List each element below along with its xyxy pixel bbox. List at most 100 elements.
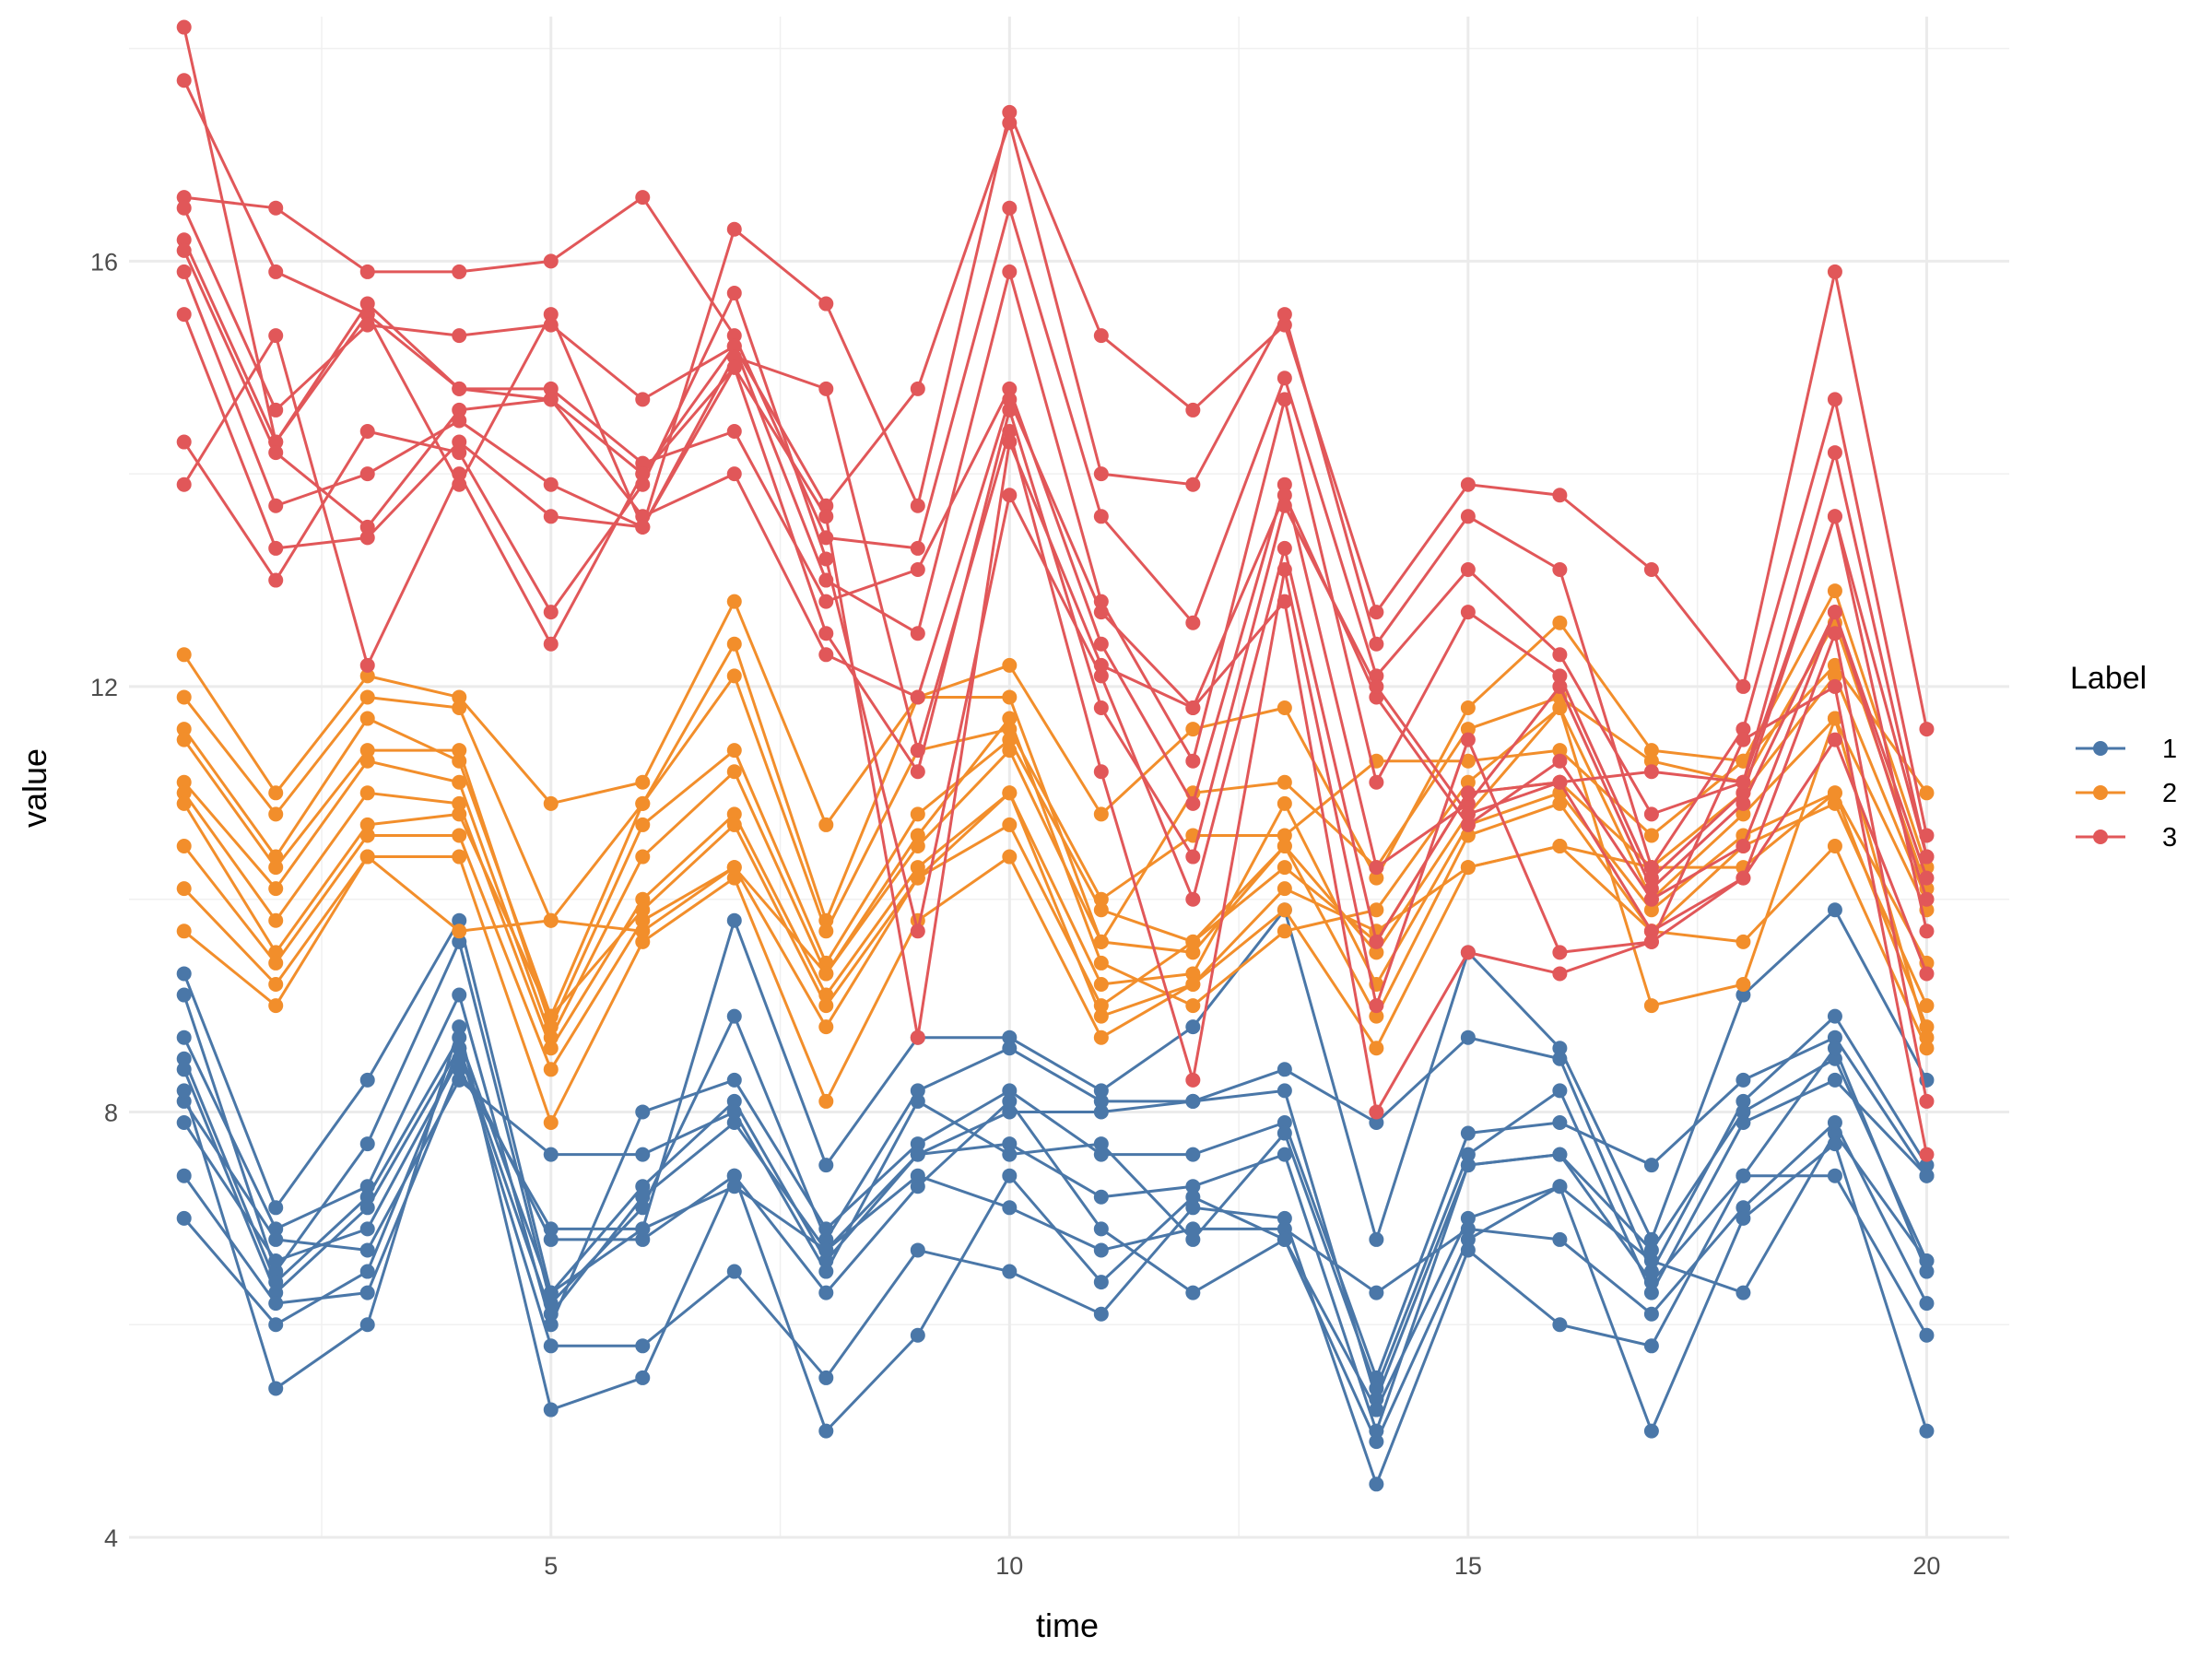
data-point <box>1552 647 1568 663</box>
data-point <box>176 732 192 747</box>
series-line <box>182 271 1928 975</box>
data-point <box>543 253 559 269</box>
data-point <box>1460 1147 1476 1162</box>
data-point <box>1002 689 1018 705</box>
data-point <box>1735 934 1751 949</box>
data-point <box>1369 870 1384 886</box>
data-point <box>543 1317 559 1333</box>
data-point <box>1919 998 1935 1014</box>
data-point <box>176 1030 192 1045</box>
data-point <box>1552 615 1568 630</box>
data-point <box>1827 711 1842 726</box>
data-point <box>1185 1179 1201 1194</box>
data-point <box>176 232 192 248</box>
data-point <box>818 924 834 939</box>
data-point <box>818 1158 834 1173</box>
data-point <box>1460 700 1476 715</box>
data-point <box>1827 678 1842 694</box>
data-point <box>1277 1231 1292 1247</box>
data-point <box>818 1370 834 1385</box>
data-point <box>635 934 651 949</box>
legend-item-2[interactable]: 2 <box>2076 779 2177 808</box>
legend[interactable]: Label 1 2 3 <box>2070 661 2177 853</box>
data-point <box>452 1041 467 1056</box>
data-point <box>176 647 192 663</box>
data-point <box>1827 583 1842 599</box>
series-line <box>182 621 1928 944</box>
data-point <box>1277 902 1292 918</box>
data-point <box>1827 657 1842 673</box>
data-point <box>1093 594 1109 609</box>
data-point <box>268 1253 284 1268</box>
data-point <box>726 764 742 780</box>
data-point <box>1460 1210 1476 1226</box>
data-point <box>1185 966 1201 982</box>
legend-item-1[interactable]: 1 <box>2076 735 2177 764</box>
data-point <box>1827 785 1842 801</box>
data-point <box>359 296 375 312</box>
data-point <box>176 264 192 279</box>
data-point <box>452 912 467 928</box>
data-point <box>1643 828 1659 843</box>
data-point <box>543 477 559 492</box>
data-point <box>1460 1231 1476 1247</box>
series-line <box>182 791 1928 1071</box>
data-point <box>726 1104 742 1120</box>
data-point <box>1552 1231 1568 1247</box>
data-point <box>176 1115 192 1130</box>
data-point <box>1185 722 1201 737</box>
data-point <box>1827 902 1842 918</box>
data-point <box>452 700 467 715</box>
data-point <box>1643 998 1659 1014</box>
data-point <box>452 466 467 482</box>
data-point <box>1185 1147 1201 1162</box>
data-point <box>818 1221 834 1237</box>
data-point <box>1369 1392 1384 1406</box>
data-point <box>1643 1306 1659 1322</box>
data-point <box>635 392 651 407</box>
data-point <box>359 828 375 843</box>
data-point <box>452 924 467 939</box>
series-line <box>182 1025 1928 1443</box>
data-point <box>543 381 559 396</box>
data-point <box>1185 1285 1201 1300</box>
data-point <box>635 1370 651 1385</box>
data-point <box>543 1062 559 1077</box>
data-point <box>1002 488 1018 503</box>
data-point <box>635 466 651 482</box>
data-point <box>818 1253 834 1268</box>
data-point <box>176 966 192 982</box>
data-point <box>1093 1306 1109 1322</box>
data-point <box>635 924 651 939</box>
legend-item-3[interactable]: 3 <box>2076 823 2177 853</box>
data-point <box>726 806 742 822</box>
x-tick-label: 20 <box>1912 1552 1940 1580</box>
data-point <box>1002 402 1018 418</box>
data-point <box>1277 1221 1292 1237</box>
data-point <box>1002 1083 1018 1099</box>
data-point <box>910 1083 925 1099</box>
data-point <box>910 839 925 853</box>
data-point <box>452 413 467 429</box>
data-point <box>1002 732 1018 747</box>
data-point <box>635 774 651 790</box>
data-point <box>1369 1115 1384 1130</box>
data-point <box>818 1231 834 1247</box>
data-point <box>1185 977 1201 992</box>
data-point <box>1277 1115 1292 1130</box>
data-point <box>543 1285 559 1300</box>
data-point <box>1552 1147 1568 1162</box>
data-point <box>268 1275 284 1290</box>
data-point <box>1735 987 1751 1003</box>
data-point <box>543 1147 559 1162</box>
data-point <box>1735 839 1751 853</box>
data-point <box>543 1019 559 1035</box>
data-point <box>268 1296 284 1312</box>
data-point <box>1093 1104 1109 1120</box>
legend-label: 1 <box>2162 735 2177 764</box>
data-point <box>818 594 834 609</box>
series-line <box>182 706 1928 1039</box>
data-point <box>359 668 375 684</box>
data-point <box>1735 870 1751 886</box>
series-line <box>182 706 1928 1040</box>
